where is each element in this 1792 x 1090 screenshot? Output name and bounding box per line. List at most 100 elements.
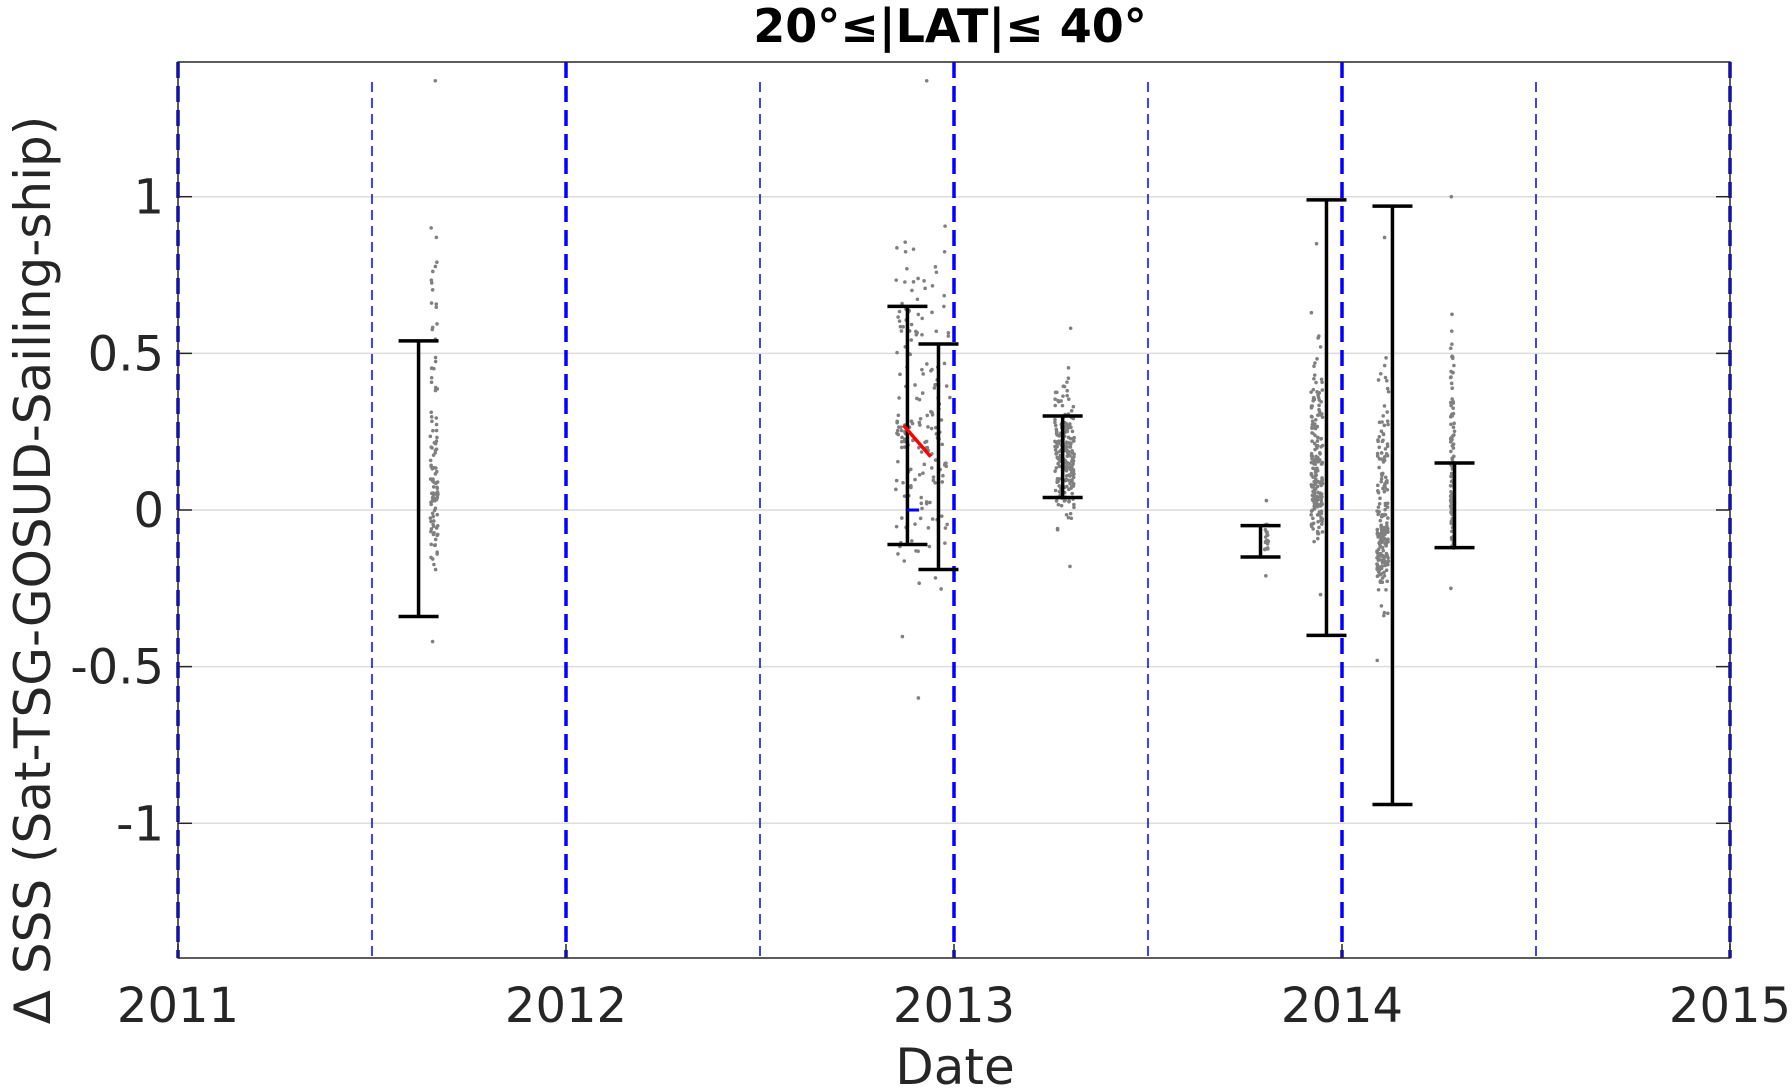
data-point [433,567,438,572]
data-point [896,315,900,319]
data-point [1068,474,1072,478]
data-point [1265,542,1270,546]
data-point [920,316,924,321]
data-point [946,334,951,338]
data-point [1312,423,1317,427]
data-point [943,541,947,545]
data-point [1319,444,1323,449]
data-point [1072,472,1076,476]
data-point [1384,537,1389,542]
data-point [433,472,438,476]
data-point [1382,489,1387,494]
data-point [1317,458,1322,462]
data-point [1072,505,1076,510]
data-point [919,501,924,506]
data-point [1375,527,1380,532]
data-point [1378,518,1383,523]
data-point [1449,497,1454,502]
data-point [933,458,938,462]
data-point [901,325,905,329]
data-point [900,516,904,520]
data-point [920,391,925,395]
data-point [916,276,920,281]
data-point [919,495,924,500]
data-point [1070,449,1074,453]
data-point [909,322,914,327]
data-point [1318,592,1323,597]
error-bars [398,198,1475,807]
data-point [900,435,904,440]
data-point [1381,414,1386,418]
data-point [1264,498,1269,503]
data-point [1385,410,1390,414]
data-point [930,517,935,521]
data-point [435,260,439,264]
data-point [1320,530,1325,534]
data-point [1315,484,1320,489]
data-point [1313,473,1318,478]
data-point [434,302,439,306]
data-point [1068,326,1073,331]
data-point [429,226,433,230]
data-point [1448,346,1453,351]
data-point [1386,516,1390,520]
data-point [1068,425,1073,430]
data-point [1071,404,1076,409]
y-tick-label: 0 [133,483,164,539]
data-point [433,355,438,360]
data-point [1319,498,1324,502]
data-point [1315,443,1320,448]
data-point [921,372,925,376]
data-point [911,280,916,284]
data-point [433,359,438,364]
data-point [430,495,435,500]
data-point [1320,502,1325,507]
data-point [1376,438,1380,442]
data-point [1316,435,1320,440]
data-point [896,413,901,418]
data-point [1385,521,1389,525]
data-point [1451,425,1456,430]
data-point [428,458,433,463]
data-point [1381,613,1386,618]
data-point [435,435,439,440]
data-point [1311,466,1315,471]
data-point [922,279,926,283]
data-point [913,522,917,526]
data-point [902,439,907,444]
data-point [909,485,913,490]
data-point [1386,562,1390,567]
data-point [430,511,435,516]
data-point [1386,559,1391,564]
data-point [1309,471,1314,476]
data-point [895,350,899,355]
data-point [1383,375,1388,380]
data-point [429,375,434,380]
data-point [1450,355,1454,359]
data-point [914,329,918,334]
data-point [939,587,943,591]
data-point [1318,345,1323,349]
data-point [1054,466,1059,470]
data-point [1449,413,1454,417]
data-point [1383,447,1388,451]
data-point [1063,447,1068,451]
data-point [1056,502,1061,507]
data-point [430,557,435,561]
data-point [897,309,902,314]
data-point [1380,420,1384,424]
data-point [930,367,934,372]
data-point [914,549,918,553]
data-point [1067,450,1071,454]
data-point [948,395,952,400]
data-point [1264,573,1268,578]
data-point [1380,580,1385,585]
data-point [899,428,904,433]
data-point [1313,361,1317,365]
x-tick-labels: 2011 2012 2013 2014 2015 [117,978,1791,1034]
data-point [1449,329,1454,333]
data-point [1384,588,1388,592]
data-point [431,514,436,519]
data-point [430,288,435,292]
data-point [918,416,923,421]
